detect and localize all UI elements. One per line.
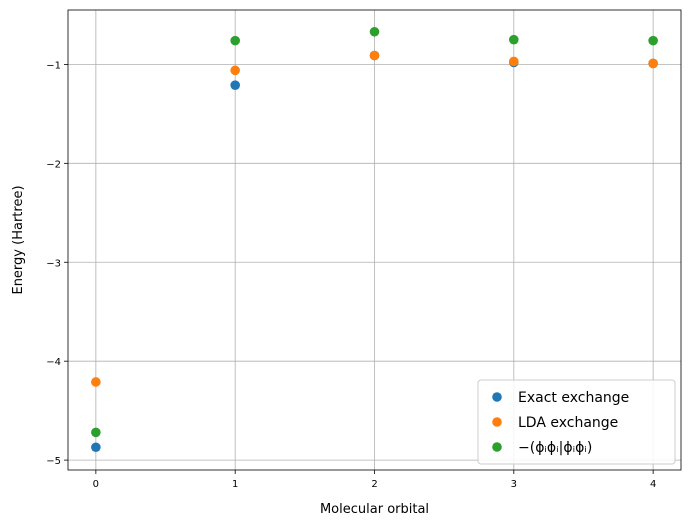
y-tick-label: −1	[46, 60, 61, 71]
data-point	[648, 35, 658, 46]
axis-ticks: 0 1 2 3 4 −5 −4 −3 −2 −1	[46, 60, 656, 490]
x-tick-label: 4	[650, 479, 656, 490]
legend-marker	[492, 392, 502, 402]
data-point	[230, 35, 240, 46]
legend-box	[477, 379, 676, 465]
x-axis-label: Molecular orbital	[320, 502, 429, 517]
data-point	[230, 80, 240, 90]
legend-marker	[492, 442, 502, 452]
legend-label: −(ϕᵢϕᵢ|ϕᵢϕᵢ)	[518, 440, 592, 456]
data-point	[91, 377, 101, 387]
data-point	[369, 26, 380, 37]
y-tick-label: −3	[46, 258, 61, 269]
data-point	[509, 34, 519, 45]
x-tick-label: 0	[93, 479, 99, 490]
x-tick-label: 2	[371, 479, 377, 490]
data-point	[369, 50, 380, 61]
legend-marker	[492, 417, 502, 427]
data-points	[91, 26, 658, 453]
data-point	[230, 65, 240, 76]
legend-label: Exact exchange	[518, 390, 629, 406]
data-point	[648, 58, 658, 69]
data-point	[91, 442, 101, 453]
legend-label: LDA exchange	[518, 415, 618, 431]
y-axis-label: Energy (Hartree)	[11, 185, 26, 294]
y-tick-label: −5	[46, 456, 61, 467]
x-tick-label: 1	[232, 479, 238, 490]
legend: Exact exchange LDA exchange −(ϕᵢϕᵢ|ϕᵢϕᵢ)	[477, 379, 676, 465]
data-point	[91, 427, 101, 438]
y-tick-label: −4	[46, 357, 61, 368]
data-point	[509, 56, 519, 67]
x-tick-label: 3	[511, 479, 517, 490]
y-tick-label: −2	[46, 159, 61, 170]
